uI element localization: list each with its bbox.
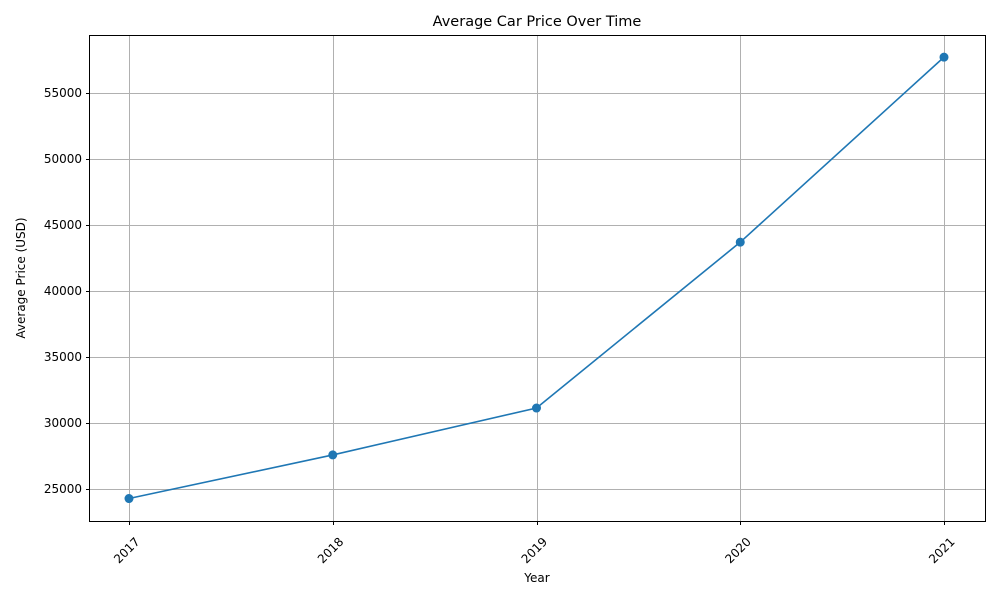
y-tick-label: 50000 — [44, 152, 82, 166]
y-tick-label: 45000 — [44, 218, 82, 232]
y-tick-label: 55000 — [44, 86, 82, 100]
data-point — [735, 237, 745, 247]
y-axis: 25000 30000 35000 40000 45000 50000 55000 — [44, 86, 90, 496]
y-axis-label: Average Price (USD) — [14, 217, 28, 338]
x-axis-label: Year — [523, 571, 549, 585]
y-tick-label: 30000 — [44, 416, 82, 430]
chart-title: Average Car Price Over Time — [433, 14, 642, 30]
data-point — [328, 450, 338, 460]
data-series — [124, 52, 949, 504]
data-point — [939, 52, 949, 62]
data-point — [124, 494, 134, 504]
data-point — [532, 403, 541, 413]
grid — [90, 36, 985, 521]
y-tick-label: 25000 — [44, 482, 82, 496]
y-tick-label: 35000 — [44, 350, 82, 364]
y-tick-label: 40000 — [44, 284, 82, 298]
